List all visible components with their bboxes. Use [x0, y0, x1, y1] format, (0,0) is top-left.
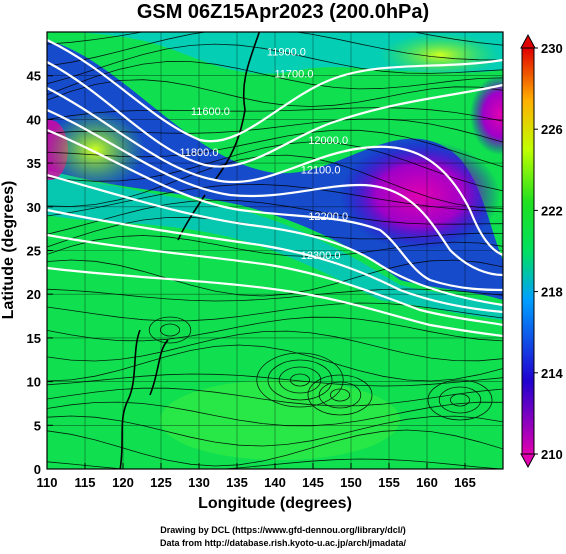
streamline — [47, 288, 503, 302]
x-tick-label: 120 — [112, 475, 134, 490]
x-axis-title: Longitude (degrees) — [198, 495, 352, 512]
streamline-vortex — [267, 359, 333, 401]
x-tick-label: 145 — [302, 475, 324, 490]
y-tick-label: 15 — [27, 331, 41, 346]
x-tick-label: 165 — [454, 475, 476, 490]
contour-line — [47, 173, 503, 307]
x-tick-label: 155 — [378, 475, 400, 490]
streamline-vortex — [148, 316, 192, 344]
streamline-vortex — [289, 373, 310, 387]
streamline — [47, 330, 503, 362]
y-tick-label: 45 — [27, 69, 41, 84]
streamline — [47, 32, 503, 67]
plot-area: 11600.0 11700.0 11800.0 11900.0 12000.0 12100… — [47, 32, 503, 469]
contour-label: 11600.0 — [191, 106, 230, 118]
streamline — [47, 401, 503, 427]
y-tick-label: 10 — [27, 375, 41, 390]
colorbar-max-arrow — [520, 33, 536, 49]
x-tick-label: 115 — [75, 475, 96, 490]
streamline — [47, 344, 503, 382]
contour-label: 12000.0 — [308, 135, 348, 147]
streamline-vortex — [449, 393, 470, 407]
coastline — [119, 32, 261, 469]
contour-label: 12300.0 — [301, 250, 341, 262]
streamline — [47, 316, 503, 342]
colorbar-tick-label: 222 — [541, 203, 563, 218]
y-tick-label: 0 — [34, 462, 41, 477]
streamline — [47, 107, 503, 125]
streamline — [47, 302, 503, 322]
footer-source-line: Data from http://database.rish.kyoto-u.a… — [159, 538, 407, 548]
streamline — [47, 32, 503, 46]
y-tick-label: 35 — [27, 156, 41, 171]
x-tick-label: 125 — [150, 475, 172, 490]
streamline — [47, 373, 503, 387]
streamline-vortex — [427, 379, 493, 421]
contour-line — [47, 233, 503, 327]
y-tick-label: 30 — [27, 200, 41, 215]
contour-line — [47, 39, 503, 143]
colorbar-tick-label: 210 — [541, 447, 563, 462]
colorbar-tick-label: 214 — [541, 366, 563, 381]
streamline-vortex — [438, 386, 482, 414]
x-tick-label: 135 — [226, 475, 248, 490]
colorbar: 210 214 218 222 226 230 — [520, 33, 563, 469]
x-tick-label: 110 — [37, 475, 58, 490]
colorbar-tick-label: 226 — [541, 122, 563, 137]
streamline — [47, 415, 503, 447]
contour-line — [47, 87, 503, 257]
contour-label: 12100.0 — [301, 165, 341, 177]
streamline-vortex — [318, 381, 362, 409]
contour-line — [47, 208, 503, 314]
y-tick-label: 40 — [27, 112, 41, 127]
streamline — [47, 458, 503, 469]
contour-label: 11800.0 — [180, 147, 219, 159]
x-tick-label: 150 — [340, 475, 362, 490]
y-tick-label: 5 — [34, 418, 41, 433]
contour-label: 12200.0 — [308, 211, 348, 223]
colorbar-tick-label: 230 — [541, 41, 563, 56]
streamline — [47, 184, 503, 217]
x-tick-label: 130 — [188, 475, 210, 490]
y-tick-label: 20 — [27, 287, 41, 302]
contour-label: 11700.0 — [275, 68, 314, 80]
streamline — [47, 387, 503, 407]
contour-line — [47, 128, 503, 292]
streamline — [47, 79, 503, 108]
streamline — [47, 118, 503, 143]
contour-line — [47, 108, 503, 277]
streamline — [47, 235, 503, 261]
streamline — [47, 259, 503, 297]
y-axis-title: Latitude (degrees) — [0, 181, 17, 320]
streamline-vortex — [278, 366, 322, 394]
streamline — [47, 43, 503, 85]
y-tick-label: 25 — [27, 244, 41, 259]
footer-credit-line: Drawing by DCL (https://www.gfd-dennou.o… — [160, 525, 406, 535]
streamline — [47, 141, 503, 192]
contour-label: 11900.0 — [267, 47, 306, 59]
x-tick-label: 160 — [416, 475, 438, 490]
streamline-vortex — [159, 323, 180, 337]
footer: Drawing by DCL (https://www.gfd-dennou.o… — [0, 524, 566, 550]
contour-line — [47, 266, 503, 338]
x-tick-label: 140 — [264, 475, 286, 490]
colorbar-min-arrow — [520, 453, 536, 469]
streamline-vortex — [256, 352, 344, 408]
contour-line — [47, 61, 503, 168]
chart-title: GSM 06Z15Apr2023 (200.0hPa) — [136, 1, 430, 23]
streamline — [47, 429, 503, 467]
streamline-vortex — [307, 374, 373, 416]
streamline-vortex — [329, 388, 350, 402]
colorbar-tick-label: 218 — [541, 285, 563, 300]
